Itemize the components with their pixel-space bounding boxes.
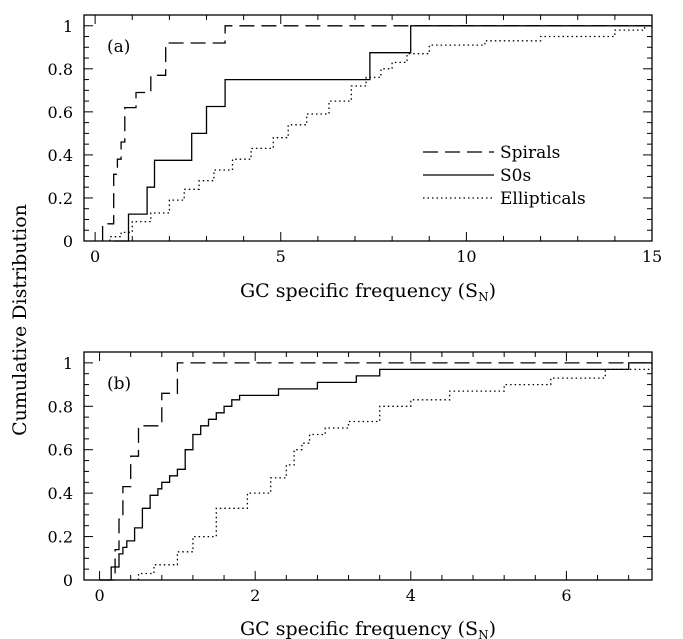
x-tick-label: 2 — [250, 586, 260, 605]
y-tick-label: 0.2 — [48, 528, 73, 547]
plot-frame-b — [83, 351, 653, 581]
panel-b: 0 2 4 6 0 0.2 0.4 0.6 0.8 1 (b) GC specific frequ… — [48, 351, 653, 639]
x-tick-label: 5 — [276, 247, 286, 266]
axes-a: 0 5 10 15 0 0.2 0.4 0.6 0.8 1 — [48, 14, 662, 266]
y-tick-label: 0.6 — [48, 441, 73, 460]
legend: Spirals S0s Ellipticals — [423, 143, 586, 209]
y-tick-label: 1 — [63, 354, 73, 373]
series-line-ellipticals-b — [137, 362, 653, 580]
panel-label-b: (b) — [107, 374, 131, 394]
y-tick-label: 0.4 — [48, 146, 73, 165]
x-tick-label: 15 — [642, 247, 662, 266]
legend-label-ellipticals: Ellipticals — [500, 189, 586, 209]
legend-label-s0s: S0s — [500, 166, 531, 186]
x-tick-label: 0 — [94, 586, 104, 605]
y-tick-label: 0.8 — [48, 60, 73, 79]
y-tick-label: 1 — [63, 17, 73, 36]
panel-a: 0 5 10 15 0 0.2 0.4 0.6 0.8 1 (a) GC specific fre… — [48, 14, 662, 304]
y-tick-label: 0 — [63, 232, 73, 251]
plot-area-a — [101, 25, 652, 242]
y-tick-label: 0.6 — [48, 103, 73, 122]
x-axis-label-b: GC specific frequency (SN) — [240, 618, 496, 639]
legend-label-spirals: Spirals — [500, 143, 560, 163]
panel-label-a: (a) — [107, 37, 130, 57]
series-line-s0s-b — [99, 362, 652, 581]
y-tick-label: 0.8 — [48, 397, 73, 416]
x-tick-label: 10 — [456, 247, 476, 266]
y-tick-label: 0.4 — [48, 484, 73, 503]
series-line-spirals-a — [101, 25, 652, 241]
series-line-spirals-b — [99, 362, 652, 581]
y-tick-label: 0 — [63, 571, 73, 590]
x-tick-label: 0 — [90, 247, 100, 266]
y-axis-label: Cumulative Distribution — [9, 204, 31, 436]
x-tick-label: 6 — [561, 586, 571, 605]
plot-area-b — [99, 362, 653, 581]
y-tick-label: 0.2 — [48, 189, 73, 208]
series-line-s0s-a — [113, 25, 652, 242]
plot-frame-a — [83, 14, 653, 242]
axes-b: 0 2 4 6 0 0.2 0.4 0.6 0.8 1 — [48, 351, 653, 605]
x-axis-label-a: GC specific frequency (SN) — [240, 280, 496, 304]
x-tick-label: 4 — [406, 586, 416, 605]
